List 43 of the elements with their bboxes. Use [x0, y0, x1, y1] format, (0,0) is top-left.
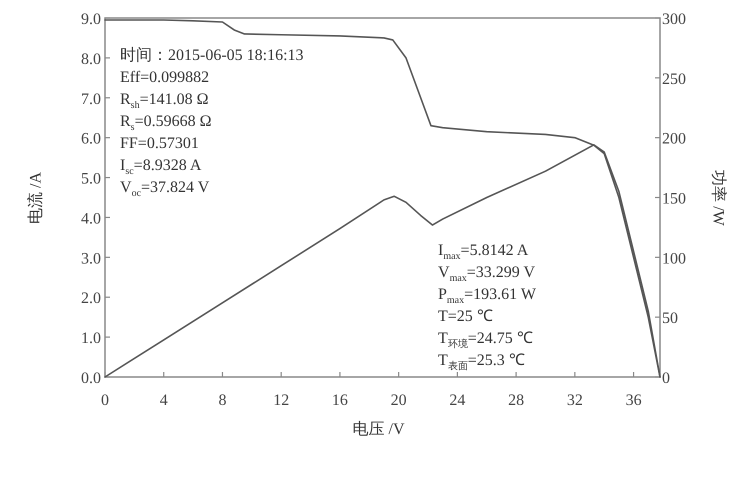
- x-tick-label: 24: [449, 392, 466, 409]
- annotation: FF=0.57301: [120, 134, 199, 154]
- x-tick-label: 20: [390, 392, 407, 409]
- x-tick-label: 16: [332, 392, 348, 409]
- annotation: Eff=0.099882: [120, 68, 210, 88]
- y-tick-label: 7.0: [81, 90, 101, 108]
- y-tick-label: 4.0: [81, 210, 101, 228]
- annotation: I$_{sc}$=8.9328 A: [120, 157, 202, 178]
- x-tick-label: 12: [273, 392, 290, 409]
- y-tick-label: 9.0: [81, 11, 101, 28]
- annotation: P$_{max}$=193.61 W: [438, 286, 536, 306]
- y-tick-label: 5.0: [81, 170, 101, 188]
- x-tick-label: 28: [508, 392, 524, 409]
- y-tick-label: 1.0: [81, 330, 101, 348]
- y-tick-label: 0.0: [81, 370, 101, 387]
- y-axis-title: 电流 /A: [26, 172, 46, 224]
- y2-tick-label: 0: [662, 370, 670, 387]
- y2-tick-label: 300: [662, 11, 686, 28]
- x-tick-label: 8: [218, 392, 226, 409]
- y-tick-label: 6.0: [81, 130, 101, 148]
- y-tick-label: 8.0: [81, 50, 101, 68]
- x-axis-title: 电压 /V: [352, 420, 404, 440]
- y2-tick-label: 100: [662, 250, 686, 268]
- annotation: T$_{表面}$=25.3 ℃: [438, 351, 525, 374]
- y2-tick-label: 250: [662, 70, 686, 88]
- annotation: I$_{max}$=5.8142 A: [438, 242, 528, 262]
- annotation: T$_{环境}$=24.75 ℃: [438, 330, 533, 350]
- y2-tick-label: 150: [662, 190, 686, 208]
- annotation: 时间：2015-06-05 18:16:13: [120, 46, 304, 66]
- x-tick-label: 4: [160, 392, 168, 409]
- x-tick-label: 36: [626, 392, 642, 409]
- x-tick-label: 0: [101, 392, 109, 409]
- annotation: V$_{max}$=33.299 V: [438, 264, 536, 284]
- x-tick-label: 32: [566, 392, 583, 409]
- y2-tick-label: 50: [662, 310, 678, 328]
- y-tick-label: 3.0: [81, 250, 101, 268]
- annotation: R$_{sh}$=141.08 Ω: [120, 91, 208, 112]
- y2-axis-title: 功率 /W: [708, 170, 728, 226]
- annotation: V$_{oc}$=37.824 V: [120, 178, 210, 202]
- annotation: R$_{s}$=0.59668 Ω: [120, 113, 212, 134]
- y2-tick-label: 200: [662, 130, 686, 148]
- annotation: T=25 ℃: [438, 307, 493, 327]
- y-tick-label: 2.0: [81, 290, 101, 308]
